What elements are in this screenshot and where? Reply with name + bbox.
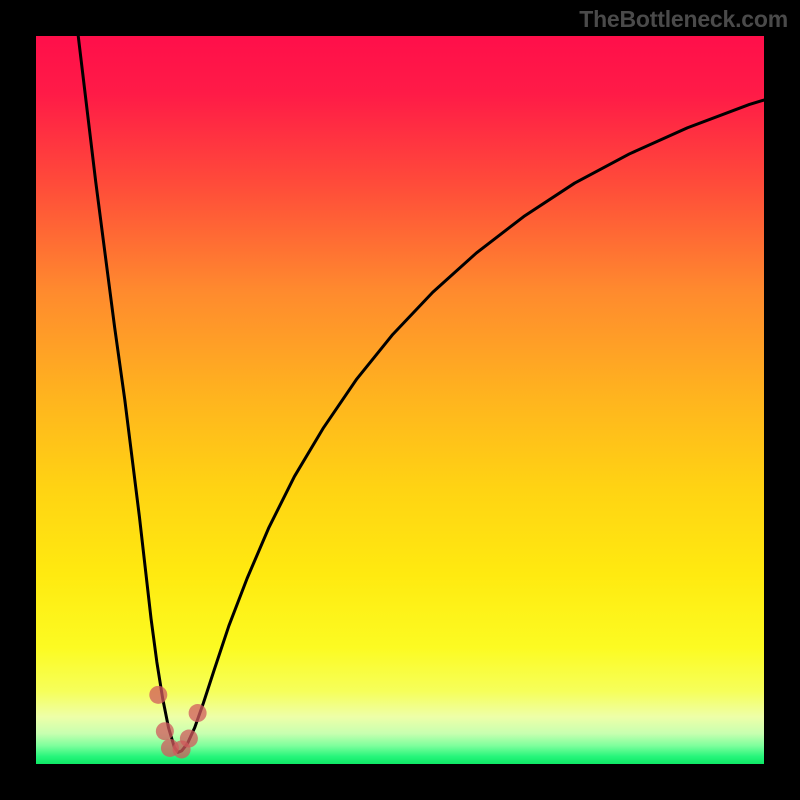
curve-layer	[36, 36, 764, 764]
bottleneck-curve	[78, 36, 764, 752]
marker-point	[180, 730, 198, 748]
marker-point	[149, 686, 167, 704]
watermark-text: TheBottleneck.com	[579, 6, 788, 33]
chart-frame: TheBottleneck.com	[0, 0, 800, 800]
plot-area	[36, 36, 764, 764]
marker-point	[189, 704, 207, 722]
marker-point	[156, 722, 174, 740]
